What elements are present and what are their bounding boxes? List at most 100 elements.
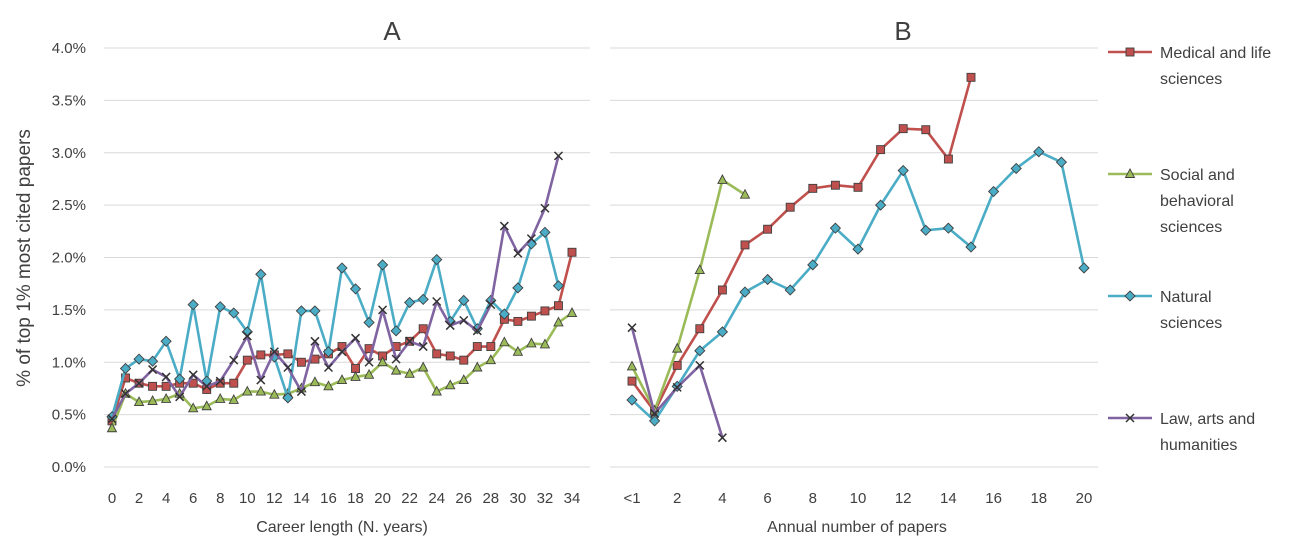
data-point (214, 392, 226, 403)
x-tick-label: 10 (239, 490, 256, 507)
data-point (282, 392, 294, 404)
x-tick-label: 12 (895, 490, 912, 507)
x-tick-label: 20 (374, 490, 391, 507)
data-point (256, 350, 266, 360)
data-point (671, 342, 683, 353)
data-point (459, 315, 469, 325)
data-point (242, 355, 252, 365)
data-point (829, 222, 842, 234)
data-point (202, 381, 212, 391)
data-point (526, 234, 536, 244)
data-point (148, 381, 158, 391)
data-point (897, 164, 909, 177)
panel-b-gridlines (610, 47, 1098, 468)
legend-label: sciences (1160, 315, 1222, 332)
data-point (445, 351, 455, 361)
data-point (309, 376, 321, 387)
data-point (445, 321, 455, 331)
data-point (296, 387, 306, 397)
x-tick-label: 16 (320, 490, 337, 507)
data-point (322, 346, 335, 358)
series-law-arts-and-humanities (107, 151, 564, 424)
legend-label: sciences (1160, 71, 1222, 88)
x-tick-label: 30 (510, 490, 527, 507)
panel-b-x-axis-label: Annual number of papers (767, 519, 947, 536)
data-point (228, 393, 240, 404)
data-point (350, 333, 361, 343)
data-point (256, 375, 266, 385)
legend-label: Medical and life (1160, 45, 1271, 62)
data-point (761, 273, 774, 286)
data-point (499, 336, 510, 347)
x-tick-label: 26 (455, 490, 472, 507)
data-point (309, 305, 321, 317)
data-point (133, 396, 145, 407)
data-point (175, 392, 185, 402)
x-tick-label: 32 (537, 490, 554, 507)
data-point (418, 324, 428, 334)
data-point (672, 360, 682, 370)
data-point (323, 362, 334, 373)
data-point (364, 357, 374, 367)
data-point (119, 362, 132, 375)
series-natural-sciences (626, 146, 1090, 427)
data-point (201, 400, 212, 411)
data-point (553, 151, 564, 161)
legend-item-natural-sciences: Natural sciences (1108, 289, 1222, 332)
legend-marker (1124, 168, 1136, 178)
legend-label: sciences (1160, 219, 1222, 236)
data-point (283, 349, 293, 359)
data-point (229, 355, 239, 365)
panel-b-series (626, 72, 1090, 443)
data-point (160, 335, 172, 347)
data-point (554, 301, 563, 311)
x-tick-label: 4 (718, 490, 726, 507)
x-tick-label: 10 (850, 490, 867, 507)
series-line (631, 150, 1086, 423)
data-point (513, 248, 523, 258)
data-point (567, 247, 577, 257)
data-point (215, 376, 225, 386)
data-point (363, 316, 375, 329)
data-point (512, 345, 524, 356)
data-point (739, 286, 751, 298)
data-point (717, 174, 728, 184)
data-point (498, 308, 510, 320)
data-point (161, 372, 171, 382)
x-tick-label: 2 (673, 490, 681, 507)
y-tick-label: 3.5% (52, 92, 86, 109)
panel-a-gridlines (104, 47, 590, 468)
data-point (431, 385, 442, 396)
data-point (472, 342, 482, 351)
data-point (134, 378, 144, 388)
series-social-and-behavioral-sciences (106, 307, 578, 433)
data-point (283, 362, 293, 373)
data-point (146, 355, 159, 367)
data-point (376, 259, 389, 271)
data-point (418, 342, 428, 352)
series-law-arts-and-humanities (627, 323, 727, 443)
x-tick-label: 16 (985, 490, 1002, 507)
data-point (966, 72, 976, 82)
legend-label: humanities (1160, 437, 1237, 454)
data-point (187, 402, 199, 413)
data-point (552, 280, 565, 292)
data-point (785, 202, 795, 212)
data-point (187, 299, 199, 311)
x-tick-label: 34 (564, 490, 581, 507)
y-axis-label: % of top 1% most cited papers (14, 129, 35, 387)
data-point (120, 389, 131, 399)
data-point (350, 370, 361, 381)
data-point (107, 414, 117, 424)
data-point (1078, 262, 1090, 274)
x-tick-label: 28 (482, 490, 499, 507)
data-point (336, 374, 348, 385)
x-tick-label: 18 (1030, 490, 1047, 507)
y-tick-labels: 0.0% 0.5% 1.0% 1.5% 2.0% 2.5% 3.0% 3.5% 4.0% (52, 40, 86, 476)
data-point (717, 433, 727, 443)
data-point (695, 324, 705, 334)
x-tick-label: <1 (623, 490, 640, 507)
data-point (648, 415, 661, 427)
data-point (377, 356, 388, 367)
